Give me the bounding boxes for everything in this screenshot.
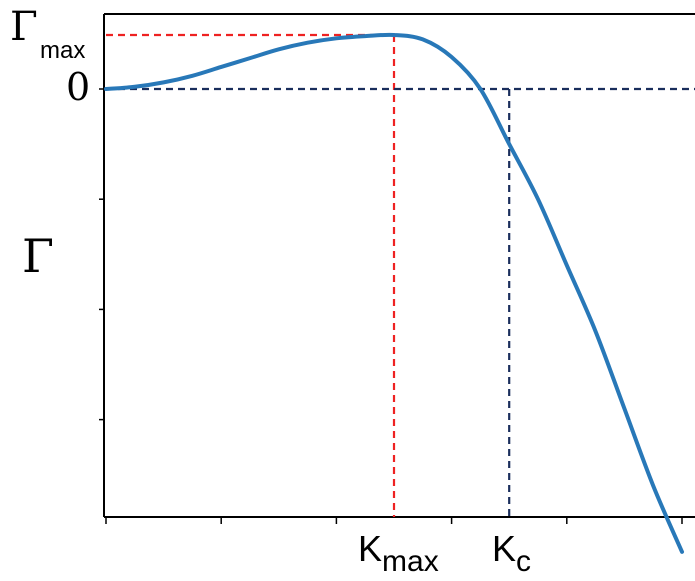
- k-c-label-sub: c: [516, 545, 531, 578]
- zero-label: 0: [66, 65, 90, 109]
- k-max-label: Kmax: [358, 528, 439, 578]
- tick-group: [99, 88, 683, 524]
- guide-lines: [106, 33, 695, 517]
- y-axis-label: Γ: [22, 229, 54, 283]
- k-c-label: Kc: [492, 528, 531, 578]
- k-max-label-main: K: [358, 528, 382, 569]
- gamma-max-label: Γ: [10, 4, 38, 50]
- gamma-max-label-sub: max: [40, 37, 85, 64]
- series-line: [104, 32, 684, 554]
- k-c-label-main: K: [492, 528, 516, 569]
- k-max-label-sub: max: [382, 545, 439, 578]
- gamma-max-label-main: Γ: [10, 4, 38, 50]
